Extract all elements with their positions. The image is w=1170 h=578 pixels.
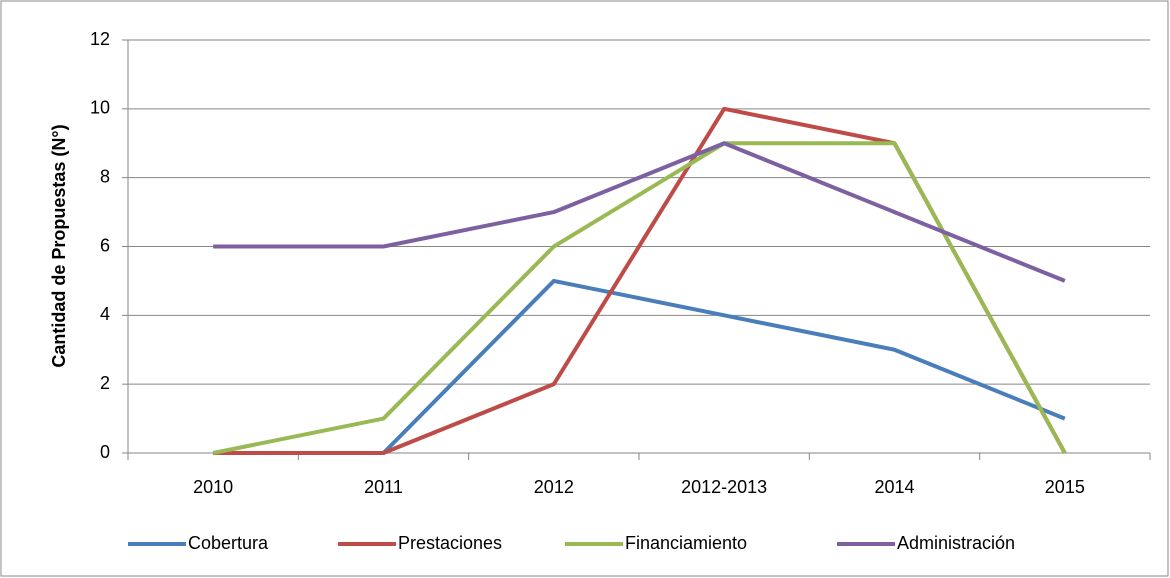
legend-label: Financiamiento bbox=[625, 533, 747, 553]
x-tick-label: 2014 bbox=[874, 477, 914, 497]
y-tick-label: 6 bbox=[100, 235, 110, 255]
y-tick-label: 4 bbox=[100, 304, 110, 324]
series-line bbox=[212, 141, 1067, 455]
x-tick-label: 2015 bbox=[1045, 477, 1085, 497]
y-tick-label: 10 bbox=[90, 98, 110, 118]
y-tick-label: 0 bbox=[100, 442, 110, 462]
y-tick-label: 8 bbox=[100, 166, 110, 186]
x-tick-label: 2012 bbox=[534, 477, 574, 497]
y-tick-label: 2 bbox=[100, 373, 110, 393]
x-tick-label: 2011 bbox=[364, 477, 403, 497]
y-tick-label: 12 bbox=[90, 29, 110, 49]
legend-label: Administración bbox=[897, 533, 1015, 553]
series-line bbox=[213, 141, 1066, 283]
x-tick-label: 2012-2013 bbox=[681, 477, 767, 497]
x-tick-label: 2010 bbox=[193, 477, 233, 497]
y-axis-label: Cantidad de Propuestas (N°) bbox=[49, 124, 69, 367]
legend-label: Prestaciones bbox=[398, 533, 502, 553]
legend-label: Cobertura bbox=[188, 533, 269, 553]
